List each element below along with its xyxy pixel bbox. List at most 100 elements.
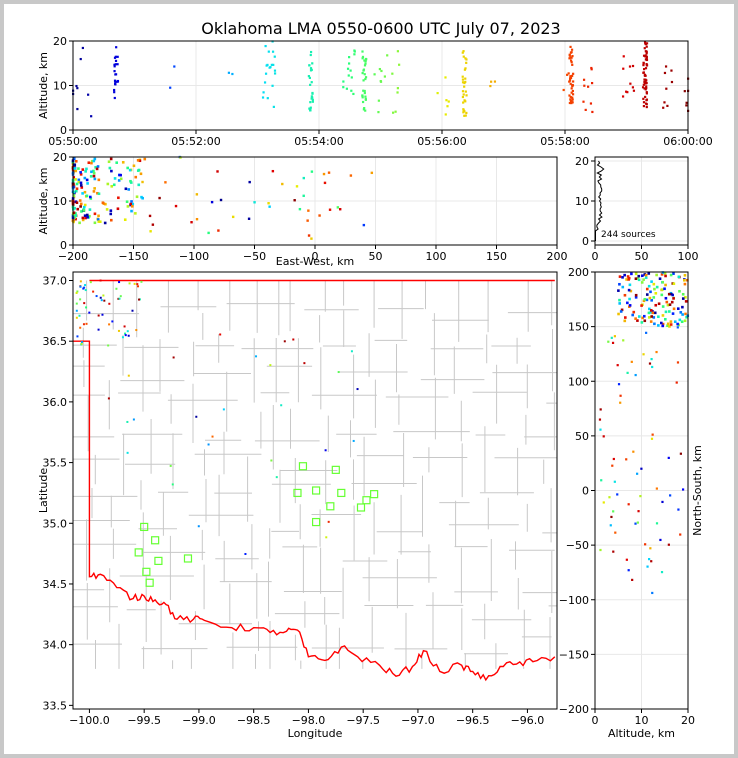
source-point [664, 296, 668, 300]
source-point [268, 205, 271, 208]
source-point [86, 182, 89, 185]
x-tick-label: 200 [547, 250, 568, 263]
source-point [645, 99, 648, 102]
source-point [295, 185, 299, 188]
source-point [323, 181, 327, 185]
source-point [634, 373, 637, 377]
source-point [645, 85, 648, 88]
source-point [121, 161, 125, 164]
source-point [644, 276, 648, 279]
source-point [292, 338, 295, 341]
source-point [349, 174, 353, 177]
source-point [92, 159, 96, 163]
source-point [670, 292, 673, 296]
source-point [643, 78, 646, 81]
source-point [637, 274, 641, 278]
source-point [81, 216, 85, 220]
source-point [462, 108, 465, 111]
source-point [463, 85, 466, 88]
source-point [309, 83, 312, 86]
source-point [436, 91, 439, 95]
source-point [640, 281, 644, 284]
source-point [661, 305, 665, 308]
source-point [628, 304, 632, 307]
source-point [345, 87, 348, 90]
source-point [298, 207, 302, 211]
source-point [642, 299, 646, 303]
source-point [634, 277, 638, 281]
source-point [89, 197, 93, 200]
source-point [362, 223, 366, 227]
y-axis-label: Altitude, km [37, 167, 50, 234]
source-point [570, 100, 573, 104]
source-point [582, 78, 586, 81]
source-point [231, 72, 234, 76]
axes-frame [72, 156, 558, 246]
source-point [630, 272, 633, 276]
source-point [85, 194, 89, 198]
source-point [248, 180, 251, 184]
x-tick-label: −100.0 [69, 714, 110, 727]
source-point [90, 115, 93, 118]
source-point [82, 323, 85, 326]
source-point [75, 201, 79, 204]
county-line [73, 453, 557, 471]
source-point [82, 205, 86, 209]
source-point [231, 215, 235, 219]
source-point [99, 279, 102, 282]
source-point [77, 178, 81, 182]
source-point [627, 288, 631, 292]
source-point [623, 319, 627, 323]
source-point [76, 335, 79, 338]
source-point [82, 287, 85, 290]
source-point [267, 202, 270, 205]
source-point [98, 220, 102, 224]
source-point [670, 80, 674, 84]
source-point [92, 171, 96, 175]
source-point [107, 344, 110, 347]
y-tick-label: 0 [582, 485, 589, 498]
source-point [135, 195, 139, 199]
source-point [309, 106, 312, 109]
source-point [318, 214, 321, 217]
x-axis-label: Altitude, km [608, 727, 675, 740]
source-point [621, 95, 625, 98]
source-point [273, 69, 277, 72]
source-point [211, 435, 214, 438]
source-point [114, 73, 118, 76]
source-point [619, 394, 622, 397]
source-point [622, 67, 625, 70]
source-point [75, 182, 79, 186]
source-point [670, 69, 673, 72]
source-point [293, 199, 296, 202]
county-line [73, 303, 557, 321]
source-point [648, 307, 651, 311]
source-point [303, 362, 306, 365]
source-point [306, 219, 309, 222]
figure-canvas [4, 4, 734, 754]
source-point [669, 494, 672, 497]
source-point [109, 212, 113, 216]
source-point [685, 315, 688, 319]
x-tick-label: 0 [312, 250, 319, 263]
source-point [626, 91, 629, 94]
y-tick-label: −200 [559, 703, 589, 716]
source-point [602, 501, 605, 504]
county-lines [73, 280, 557, 669]
county-line [218, 280, 234, 669]
x-tick-label: 05:52:00 [171, 135, 220, 148]
source-point [386, 54, 389, 57]
source-point [648, 316, 651, 319]
source-point [85, 322, 88, 325]
source-point [673, 320, 677, 324]
source-point [621, 276, 624, 279]
source-point [311, 100, 314, 103]
source-point [135, 329, 138, 332]
source-point [655, 285, 659, 289]
source-point [129, 202, 133, 206]
y-tick-label: 34.0 [43, 639, 68, 652]
source-point [649, 309, 653, 312]
source-point [625, 278, 628, 281]
source-point [380, 69, 383, 73]
source-point [645, 64, 649, 67]
